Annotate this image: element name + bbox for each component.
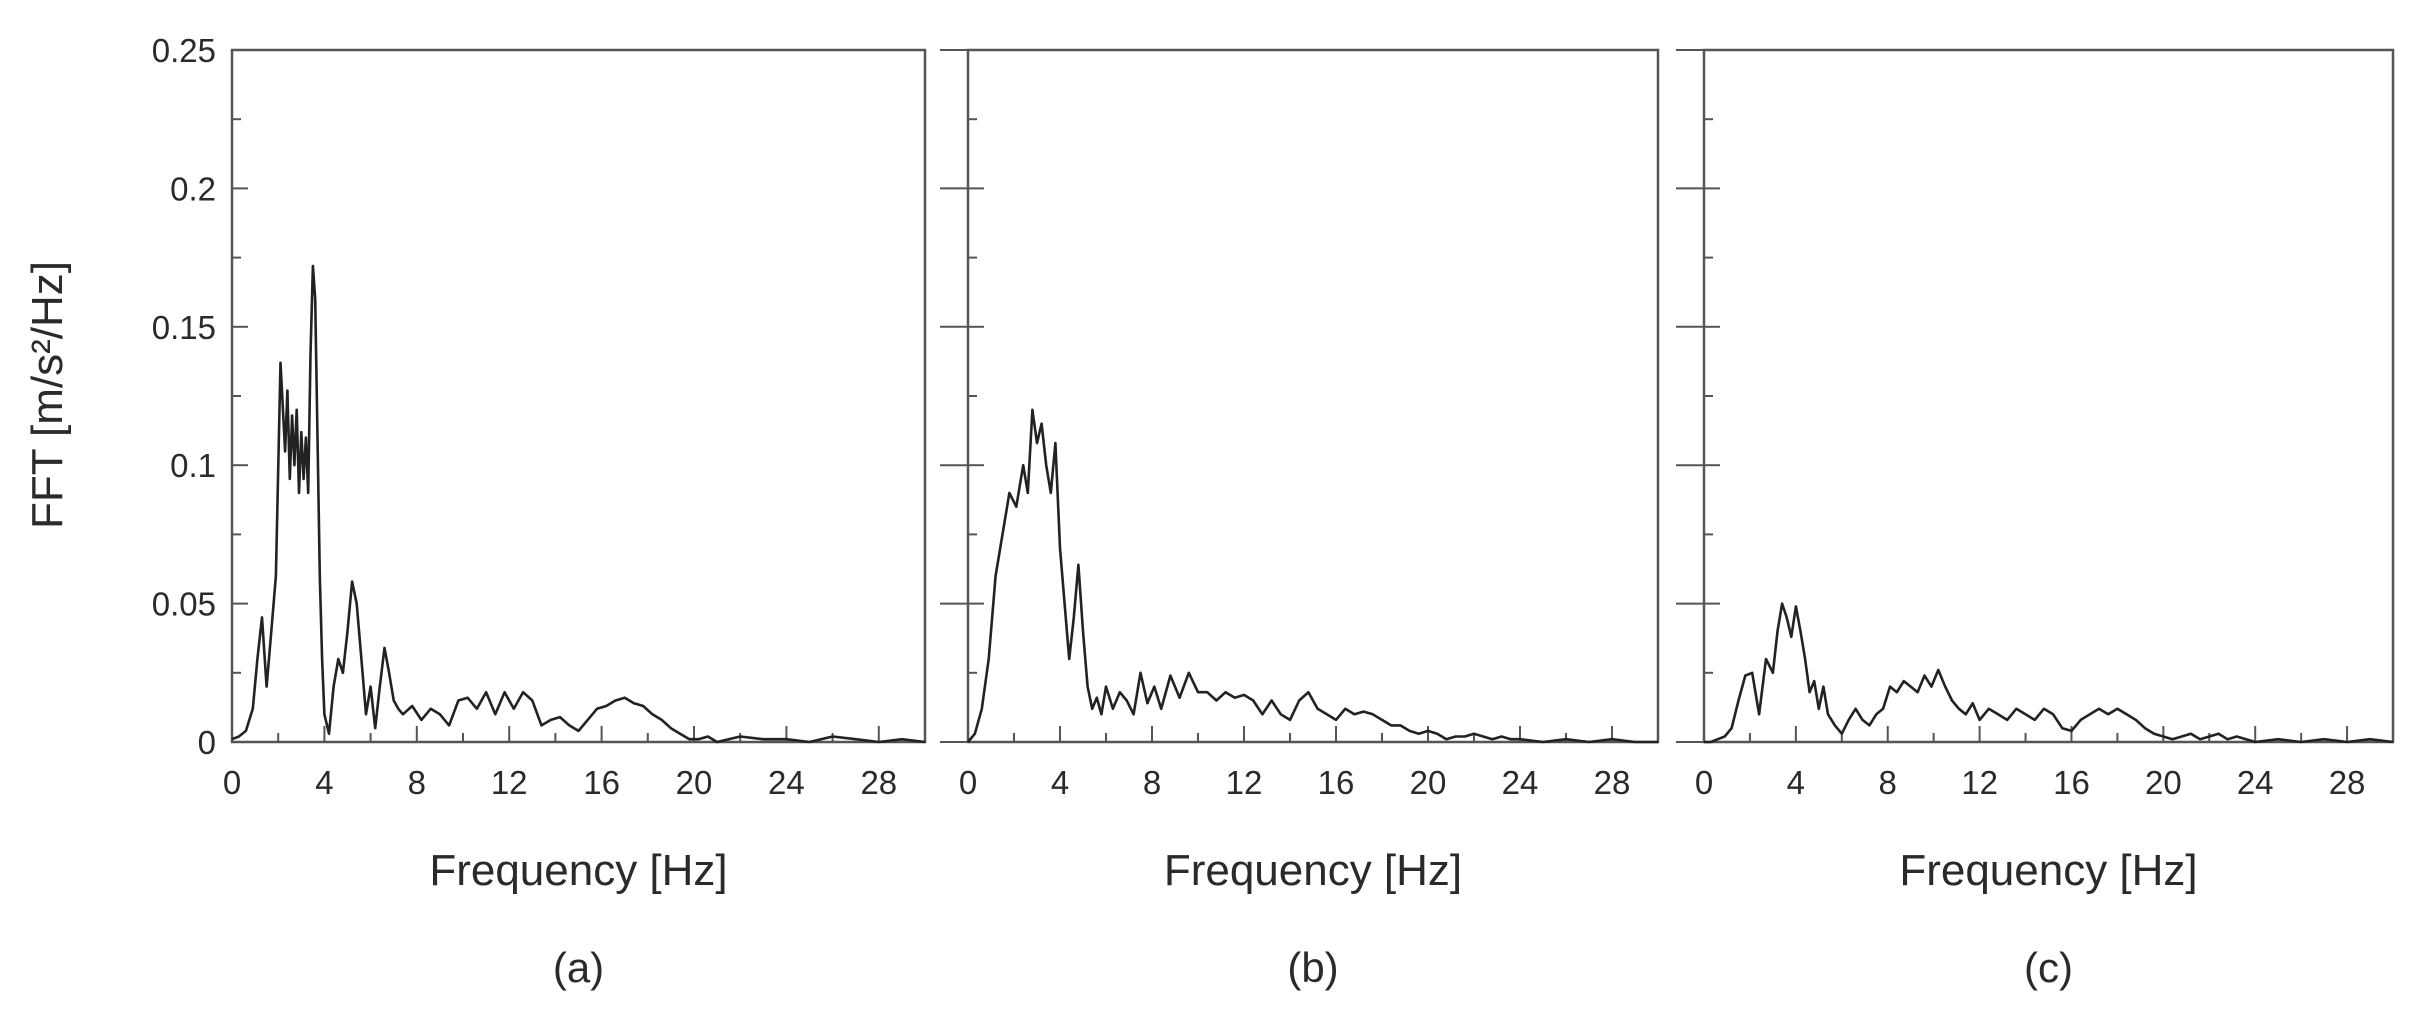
x-tick-label: 0 — [1695, 764, 1713, 801]
x-tick-label: 4 — [315, 764, 333, 801]
plot-frame — [1702, 48, 2395, 744]
x-tick-label: 0 — [223, 764, 241, 801]
x-tick-label: 28 — [2329, 764, 2366, 801]
x-tick-label: 16 — [583, 764, 620, 801]
x-tick-label: 0 — [959, 764, 977, 801]
x-tick-label: 20 — [1410, 764, 1447, 801]
fft-series-line — [1704, 602, 2394, 744]
y-tick-label: 0.15 — [152, 309, 216, 346]
x-tick-label: 12 — [1226, 764, 1263, 801]
x-tick-label: 28 — [860, 764, 897, 801]
y-tick-label: 0.2 — [170, 170, 216, 207]
panel-a: 0 0.05 0.1 0.15 0.2 0.25 0 4 8 12 16 20 24 28 Frequenc… — [152, 32, 927, 991]
x-tick-label: 28 — [1594, 764, 1631, 801]
y-tick-label: 0.1 — [170, 447, 216, 484]
x-axis-label: Frequency [Hz] — [1899, 846, 2197, 895]
x-tick-label: 20 — [676, 764, 713, 801]
fft-series-line — [967, 408, 1658, 744]
x-tick-label: 20 — [2145, 764, 2182, 801]
x-tick-label: 8 — [408, 764, 426, 801]
x-tick-label: 8 — [1879, 764, 1897, 801]
x-tick-label: 4 — [1787, 764, 1805, 801]
x-tick-label: 12 — [491, 764, 528, 801]
panel-b: 0 4 8 12 16 20 24 28 Frequency [Hz] (b) — [940, 48, 1660, 991]
y-tick-label: 0.25 — [152, 32, 216, 69]
x-axis-label: Frequency [Hz] — [429, 846, 727, 895]
fft-series-line — [231, 264, 926, 744]
y-tick-label: 0 — [198, 724, 216, 761]
x-tick-label: 24 — [2237, 764, 2274, 801]
y-tick-label: 0.05 — [152, 586, 216, 623]
y-axis-label: FFT [m/s²/Hz] — [23, 261, 72, 529]
x-tick-label: 24 — [768, 764, 805, 801]
panel-caption: (a) — [553, 944, 604, 991]
x-tick-label: 16 — [1318, 764, 1355, 801]
x-tick-label: 12 — [1961, 764, 1998, 801]
panel-caption: (b) — [1287, 944, 1338, 991]
panel-caption: (c) — [2024, 944, 2073, 991]
plot-frame — [230, 48, 927, 744]
x-axis-label: Frequency [Hz] — [1164, 846, 1462, 895]
x-tick-label: 8 — [1143, 764, 1161, 801]
panel-c: 0 4 8 12 16 20 24 28 Frequency [Hz] (c) — [1676, 48, 2395, 991]
x-tick-label: 16 — [2053, 764, 2090, 801]
x-tick-label: 24 — [1502, 764, 1539, 801]
x-tick-label: 4 — [1051, 764, 1069, 801]
